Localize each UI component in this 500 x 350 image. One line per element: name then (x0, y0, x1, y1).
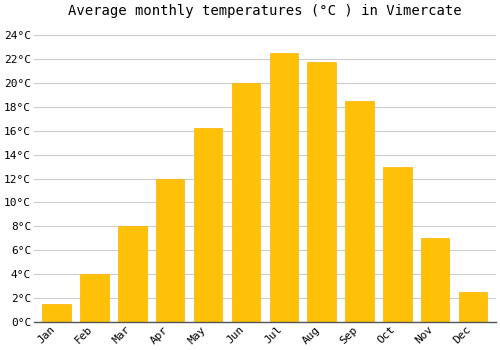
Bar (270, 53, 298, 322)
Bar (383, 167, 412, 322)
Bar (346, 101, 374, 322)
Title: Average monthly temperatures (°C ) in Vimercate: Average monthly temperatures (°C ) in Vi… (68, 4, 462, 18)
Bar (42, 304, 71, 322)
Bar (80, 274, 108, 322)
Bar (308, 62, 336, 322)
Bar (194, 128, 222, 322)
Bar (421, 238, 450, 322)
Bar (118, 226, 146, 322)
Bar (156, 178, 184, 322)
Bar (232, 83, 260, 322)
Bar (459, 292, 488, 322)
